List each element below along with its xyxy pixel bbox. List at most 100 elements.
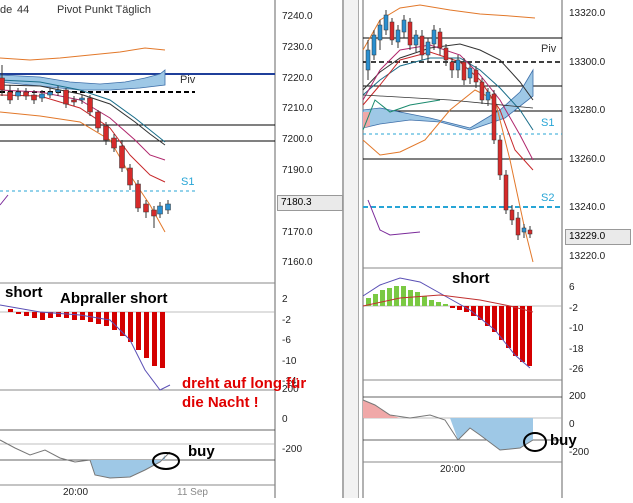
right-price-tick: 13280.0 xyxy=(569,105,606,116)
right-buy-circle xyxy=(523,432,547,452)
candle-body xyxy=(143,203,149,213)
candle-body xyxy=(31,94,37,101)
macd-histogram-bar xyxy=(394,286,399,306)
macd-histogram-bar xyxy=(120,312,125,336)
macd-histogram-bar xyxy=(485,306,490,326)
macd-histogram-bar xyxy=(72,312,77,320)
candle-body xyxy=(455,59,461,71)
macd-histogram-bar xyxy=(380,290,385,306)
candle-body xyxy=(55,89,61,93)
left-macd-tick: -10 xyxy=(282,355,297,367)
header-title: Pivot Punkt Täglich xyxy=(57,4,151,16)
left-time-label-1: 20:00 xyxy=(63,487,89,498)
left-macd-tick: -2 xyxy=(282,314,291,326)
left-time-label-2: 11 Sep xyxy=(177,487,208,498)
right-osc-tick: 200 xyxy=(569,391,586,402)
right-macd-panel xyxy=(362,277,562,369)
candle-body xyxy=(479,81,485,101)
right-current-price: 13229.0 xyxy=(565,229,631,245)
macd-histogram-bar xyxy=(16,312,21,314)
macd-histogram-bar xyxy=(464,306,469,312)
right-price-chart xyxy=(362,4,562,263)
candle-body xyxy=(419,35,425,56)
macd-histogram-bar xyxy=(499,306,504,340)
right-buy-annotation: buy xyxy=(550,432,577,449)
macd-histogram-bar xyxy=(527,306,532,366)
candle-body xyxy=(151,209,157,217)
left-price-tick: 7160.0 xyxy=(282,257,313,269)
left-price-tick: 7240.0 xyxy=(282,11,313,22)
right-osc-tick: -200 xyxy=(569,447,590,458)
candle-body xyxy=(425,41,431,56)
candle-body xyxy=(491,93,497,141)
right-price-tick: 13240.0 xyxy=(569,202,606,213)
candle-body xyxy=(87,97,93,113)
left-price-chart xyxy=(0,47,275,233)
left-ma-4 xyxy=(0,94,166,183)
candle-body xyxy=(437,31,443,49)
right-piv-label: Piv xyxy=(541,43,557,55)
macd-histogram-bar xyxy=(457,306,462,310)
left-osc-tick: -200 xyxy=(282,444,303,455)
macd-histogram-bar xyxy=(520,306,525,362)
candle-body xyxy=(377,24,383,41)
candle-body xyxy=(165,203,171,211)
right-cloud xyxy=(362,68,534,131)
right-osc-panel xyxy=(362,396,562,452)
candle-body xyxy=(0,77,5,91)
left-ma-2 xyxy=(0,84,166,146)
left-piv-label: Piv xyxy=(180,74,196,86)
macd-histogram-bar xyxy=(443,304,448,306)
macd-histogram-bar xyxy=(415,292,420,306)
right-price-tick: 13320.0 xyxy=(569,8,606,19)
candle-body xyxy=(395,29,401,43)
macd-histogram-bar xyxy=(387,288,392,306)
macd-histogram-bar xyxy=(513,306,518,356)
macd-histogram-bar xyxy=(160,312,165,368)
left-price-tick: 7210.0 xyxy=(282,103,313,115)
candle-body xyxy=(135,183,141,209)
macd-histogram-bar xyxy=(478,306,483,320)
macd-histogram-bar xyxy=(24,312,29,316)
left-s1-label: S1 xyxy=(181,176,195,188)
left-short-annotation: short xyxy=(5,284,43,301)
panel-divider[interactable] xyxy=(342,0,359,498)
macd-histogram-bar xyxy=(450,306,455,308)
candle-body xyxy=(39,93,45,99)
candle-body xyxy=(63,89,69,105)
right-price-tick: 13220.0 xyxy=(569,250,606,262)
candle-body xyxy=(79,97,85,101)
left-macd-tick: 2 xyxy=(282,294,288,305)
right-osc-tick: 0 xyxy=(569,419,575,430)
candle-body xyxy=(127,167,133,186)
left-osc-line xyxy=(0,439,171,479)
macd-histogram-bar xyxy=(80,312,85,320)
right-time-label-1: 20:00 xyxy=(440,464,466,475)
macd-histogram-bar xyxy=(8,309,13,312)
candle-body xyxy=(461,61,467,81)
candle-body xyxy=(527,229,533,235)
macd-histogram-bar xyxy=(366,298,371,306)
macd-histogram-bar xyxy=(429,300,434,306)
left-macd-tick: -6 xyxy=(282,335,291,346)
candle-body xyxy=(23,91,29,97)
macd-histogram-bar xyxy=(436,302,441,306)
right-price-tick: 13260.0 xyxy=(569,153,606,165)
candle-body xyxy=(497,139,503,176)
candle-body xyxy=(365,49,371,71)
left-bollinger-upper xyxy=(0,47,166,61)
right-candles xyxy=(365,10,533,240)
candle-body xyxy=(383,14,389,31)
header-period-text: de xyxy=(0,4,13,16)
header-period-value: 44 xyxy=(17,4,30,16)
candle-body xyxy=(103,125,109,141)
left-osc-tick: 200 xyxy=(282,384,299,395)
left-abpraller-annotation: Abpraller short xyxy=(60,290,168,307)
right-macd-tick: -26 xyxy=(569,364,584,375)
candle-body xyxy=(443,47,449,61)
left-buy-circle xyxy=(152,452,180,470)
left-osc-panel xyxy=(0,429,275,479)
macd-histogram-bar xyxy=(506,306,511,348)
macd-histogram-bar xyxy=(471,306,476,316)
